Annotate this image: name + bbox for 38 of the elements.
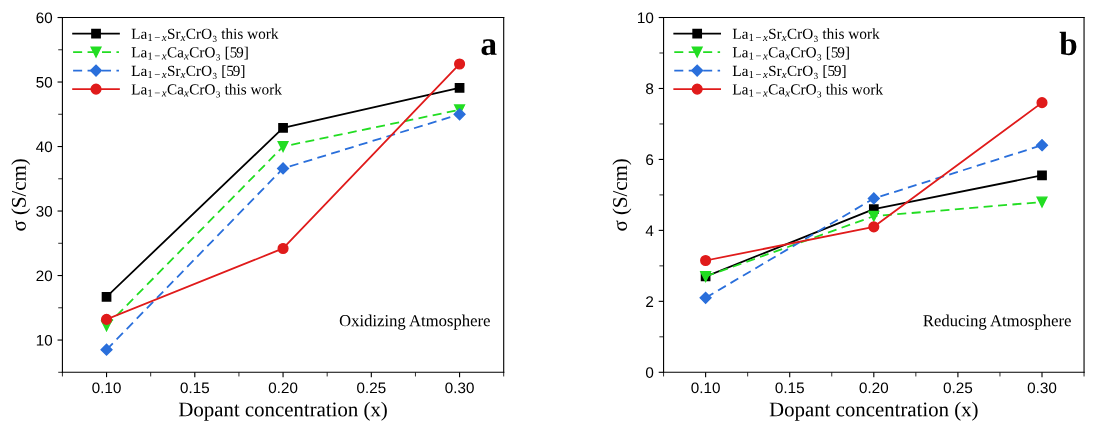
x-tick-label: 0.15 <box>180 382 210 394</box>
annotation: a <box>481 39 497 56</box>
x-tick-label: 0.30 <box>445 382 474 394</box>
y-tick-label: 60 <box>36 12 53 24</box>
y-axis-title: σ (S/cm) <box>612 159 632 231</box>
x-tick-label: 0.25 <box>943 382 973 394</box>
legend-label: La$_{1−x}$Ca$_{x}$CrO₃ [59] <box>131 46 248 61</box>
legend-label: La$_{1−x}$Ca$_{x}$CrO₃ [59] <box>732 46 849 61</box>
y-tick-label: 10 <box>36 334 53 346</box>
x-axis-title: Dopant concentration (x) <box>769 401 978 421</box>
x-tick-label: 0.25 <box>357 382 386 394</box>
legend-label: La$_{1−x}$Sr$_{x}$CrO₃ [59] <box>732 65 846 80</box>
x-tick-label: 0.15 <box>775 382 804 394</box>
x-tick-label: 0.30 <box>1027 382 1057 394</box>
annotation: b <box>1059 31 1077 56</box>
x-axis-title: Dopant concentration (x) <box>178 401 387 421</box>
annotation: Oxidizing Atmosphere <box>339 314 490 330</box>
y-tick-label: 50 <box>36 76 53 88</box>
y-tick-label: 40 <box>36 141 53 153</box>
x-tick-label: 0.20 <box>268 382 298 394</box>
legend-label: La$_{1−x}$Ca$_{x}$CrO₃ this work <box>732 83 884 98</box>
x-tick-label: 0.10 <box>92 382 121 394</box>
legend-label: La$_{1−x}$Sr$_{x}$CrO₃ [59] <box>131 65 245 80</box>
y-tick-label: 20 <box>36 270 53 282</box>
y-tick-label: 0 <box>645 367 654 378</box>
x-tick-label: 0.20 <box>859 382 889 394</box>
y-tick-label: 8 <box>646 83 654 95</box>
x-tick-label: 0.10 <box>691 382 720 394</box>
y-tick-label: 2 <box>646 296 654 307</box>
legend-label: La$_{1−x}$Sr$_{x}$CrO₃ this work <box>732 28 880 42</box>
y-tick-label: 30 <box>36 205 53 217</box>
y-axis-title: σ (S/cm) <box>11 159 31 231</box>
y-tick-label: 4 <box>645 225 654 236</box>
y-tick-label: 6 <box>646 154 654 166</box>
annotation: Reducing Atmosphere <box>923 314 1071 330</box>
legend-label: La$_{1−x}$Ca$_{x}$CrO₃ this work <box>131 83 282 98</box>
y-tick-label: 10 <box>638 12 654 24</box>
legend-label: La$_{1−x}$Sr$_{x}$CrO₃ this work <box>131 28 279 42</box>
